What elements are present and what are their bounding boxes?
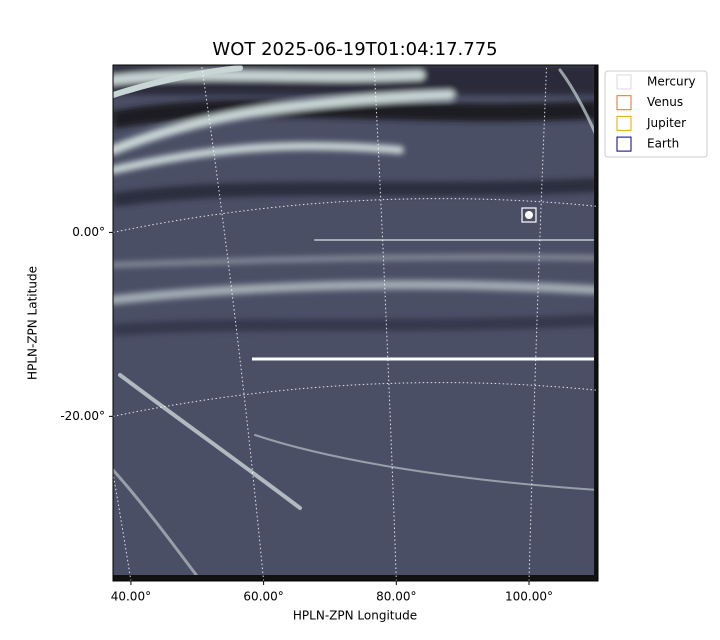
legend-label: Jupiter — [646, 116, 686, 130]
legend-label: Mercury — [647, 75, 696, 89]
grid — [28, 64, 599, 582]
grid-line — [28, 64, 132, 582]
grid-line — [373, 64, 397, 582]
legend-swatch — [616, 115, 632, 131]
x-tick-label: 40.00° — [111, 590, 151, 604]
legend-swatch — [616, 95, 632, 111]
legend-label: Earth — [647, 137, 679, 151]
grid-line — [112, 198, 599, 233]
y-tick-label: 0.00° — [72, 225, 105, 239]
legend: Mercury Venus Jupiter Earth — [604, 70, 708, 158]
x-tick-label: 80.00° — [376, 590, 416, 604]
x-axis-label: HPLN-ZPN Longitude — [293, 609, 417, 623]
legend-swatch — [616, 74, 632, 90]
grid-line — [201, 64, 265, 582]
image — [113, 65, 598, 581]
y-tick-label: -20.00° — [60, 409, 105, 423]
legend-swatch — [616, 136, 632, 152]
grid-line — [528, 64, 548, 582]
x-tick-label: 60.00° — [243, 590, 283, 604]
legend-label: Venus — [647, 95, 683, 109]
y-axis-label: HPLN-ZPN Latitude — [26, 266, 40, 380]
grid-line — [112, 382, 599, 417]
legend-frame — [604, 70, 708, 158]
axes-frame — [112, 64, 599, 582]
chart-title: WOT 2025-06-19T01:04:17.775 — [212, 39, 497, 60]
x-tick-label: 100.00° — [505, 590, 553, 604]
